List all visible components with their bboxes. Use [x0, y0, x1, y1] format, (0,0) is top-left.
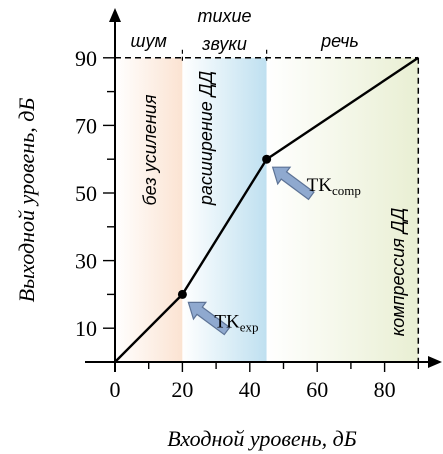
knee-point-arrow	[271, 166, 315, 201]
knee-points: TKexp TKcomp	[177, 154, 361, 336]
y-axis-title: Выходной уровень, дБ	[14, 98, 39, 303]
knee-point-marker	[262, 154, 272, 164]
region-side-label-no-gain: без усиления	[140, 94, 160, 205]
x-tick-label: 40	[239, 377, 261, 402]
x-tick-label: 80	[374, 377, 396, 402]
x-axis-arrowhead	[428, 356, 442, 368]
y-tick-label: 50	[75, 181, 97, 206]
x-axis-ticks: 0 20 40 60 80	[110, 362, 419, 402]
region-labels: шум тихие звуки речь без усиления расшир…	[131, 6, 408, 336]
region-top-label-speech: речь	[320, 31, 359, 51]
region-noise-background	[115, 57, 183, 363]
knee-point-label: TKcomp	[307, 175, 361, 198]
region-top-label-quiet-line2: звуки	[201, 34, 247, 54]
dashed-guides	[115, 49, 420, 362]
y-tick-label: 10	[75, 316, 97, 341]
region-side-label-expansion: расширение ДД	[196, 71, 216, 207]
y-tick-label: 90	[75, 46, 97, 71]
x-tick-label: 20	[171, 377, 193, 402]
y-axis-arrowhead	[109, 8, 121, 22]
knee-point-arrow	[187, 301, 231, 336]
x-tick-label: 0	[110, 377, 121, 402]
region-top-label-noise: шум	[131, 31, 167, 51]
region-top-label-quiet-line1: тихие	[198, 6, 252, 26]
io-curve-line	[114, 56, 419, 363]
y-axis-ticks: 10 30 50 70 90	[75, 46, 115, 341]
knee-point-marker	[177, 289, 187, 299]
y-tick-label: 30	[75, 249, 97, 274]
y-tick-label: 70	[75, 113, 97, 138]
axes: 0 20 40 60 80 10 30 50 70 90	[75, 8, 442, 402]
knee-point-label: TKexp	[214, 311, 258, 334]
regions-layer	[115, 57, 419, 363]
series-layer: TKexp TKcomp	[114, 56, 419, 363]
region-side-label-compression: компрессия ДД	[388, 207, 408, 336]
x-axis-title: Входной уровень, дБ	[167, 426, 356, 451]
x-tick-label: 60	[306, 377, 328, 402]
